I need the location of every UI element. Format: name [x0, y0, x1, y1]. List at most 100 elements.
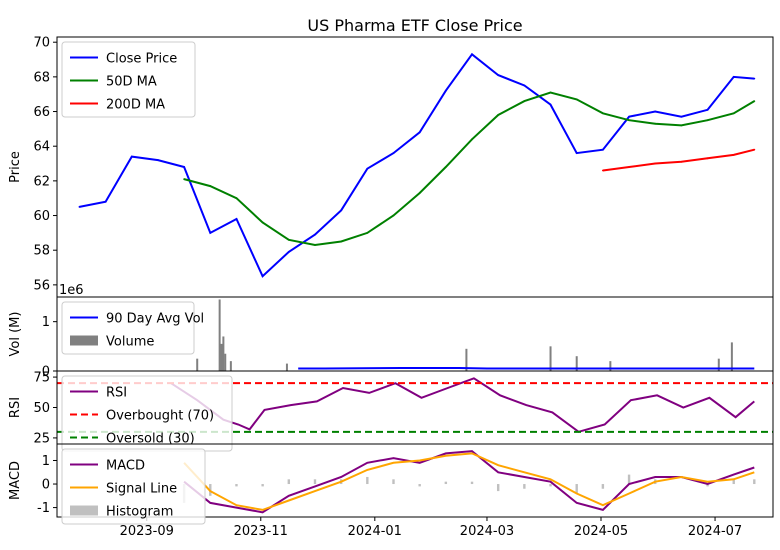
macd-legend-label: MACD: [106, 459, 145, 474]
volume-bar: [609, 361, 612, 371]
volume-ytick-label: 1: [42, 315, 50, 330]
price-series-0-point: [654, 110, 657, 113]
price-legend-label: 50D MA: [106, 75, 157, 90]
price-series-0-point: [104, 200, 107, 203]
macd-histogram-bar: [287, 479, 291, 485]
macd-histogram-bar: [732, 479, 735, 485]
macd-plot-area: [182, 450, 756, 514]
price-series-1-point: [209, 185, 212, 187]
price-panel: 56 58 60 62 64 66 68 70 Price Close Price 50D MA 20…: [8, 36, 774, 298]
price-series-0-point: [575, 152, 578, 155]
price-series-1-point: [753, 100, 756, 103]
price-series-0-point: [753, 77, 756, 80]
price-series-0-point: [601, 148, 604, 151]
price-series-0-point: [157, 159, 159, 161]
price-series-1-point: [287, 238, 290, 241]
macd-histogram-bar: [392, 479, 395, 485]
price-series-0-point: [78, 205, 81, 208]
volume-bar: [218, 299, 221, 371]
price-series-0-point: [549, 103, 552, 106]
x-tick-label: 2023-11: [234, 524, 288, 539]
x-tick-label: 2024-03: [460, 524, 514, 539]
macd-histogram-bar: [549, 484, 552, 487]
price-series-1-point: [497, 114, 500, 116]
price-ytick-label: 70: [33, 36, 50, 51]
macd-legend-label: Histogram: [106, 505, 173, 520]
macd-histogram-bar: [496, 484, 500, 492]
macd-histogram-bar: [313, 479, 317, 485]
macd-ytick-label: -1: [37, 501, 50, 516]
price-series-0-point: [130, 155, 133, 158]
macd-line: [183, 450, 755, 514]
volume-bar: [285, 363, 288, 371]
rsi-ytick-label: 25: [33, 431, 50, 446]
price-series-0-point: [392, 152, 395, 155]
volume-plot-area: [196, 299, 755, 371]
price-series-2-point: [654, 162, 657, 165]
price-series-0-point: [287, 251, 290, 253]
x-tick-label: 2023-09: [120, 524, 174, 539]
rsi-ylabel: RSI: [8, 397, 23, 418]
volume-legend-label: Volume: [106, 335, 154, 350]
signal-line: [183, 452, 755, 511]
macd-panel: -1 0 1 MACD 2023-09 2023-11 2024-01 2024-03 2024…: [8, 443, 774, 539]
price-series-0-point: [444, 89, 447, 92]
x-tick-label: 2024-05: [574, 524, 628, 539]
price-legend-label: Close Price: [106, 52, 177, 67]
volume-ylabel: Vol (M): [8, 312, 23, 357]
macd-histogram-bar: [523, 484, 526, 489]
volume-bar: [196, 358, 199, 371]
price-series-1-point: [654, 122, 657, 125]
price-series-0-point: [261, 275, 264, 278]
price-series-2-line: [602, 148, 755, 172]
price-ytick-label: 62: [33, 174, 50, 189]
price-series-1-point: [183, 178, 186, 181]
rsi-plot-area: [57, 377, 773, 433]
price-series-0-point: [340, 209, 343, 212]
macd-legend-box: [61, 448, 206, 525]
rsi-line: [170, 377, 755, 433]
price-series-0-point: [471, 53, 473, 56]
price-series-0-point: [366, 167, 369, 170]
rsi-legend-label: Overbought (70): [106, 409, 214, 424]
rsi-panel: 25 50 75 RSI RSI Overbought (70) Oversold (30): [8, 370, 774, 452]
price-series-0-point: [497, 74, 500, 77]
price-series-2-point: [680, 160, 683, 163]
macd-histogram-bar: [235, 484, 238, 487]
price-series-2-point: [706, 157, 709, 160]
volume-scale-label: 1e6: [59, 283, 84, 298]
avg-volume-line: [298, 367, 755, 370]
macd-legend-swatch: [70, 505, 98, 516]
macd-histogram-bar: [706, 484, 709, 487]
price-series-0-point: [235, 218, 238, 220]
macd-histogram-bar: [470, 481, 474, 485]
rsi-ytick-label: 50: [33, 401, 50, 416]
price-series-0-point: [732, 75, 735, 78]
price-series-1-point: [444, 166, 447, 168]
chart-title: US Pharma ETF Close Price: [307, 16, 522, 35]
price-series-2-point: [732, 153, 735, 156]
volume-bar: [549, 346, 552, 371]
price-ytick-label: 64: [33, 140, 50, 155]
price-legend-label: 200D MA: [106, 98, 165, 113]
volume-legend-swatch: [70, 335, 98, 346]
macd-histogram-bar: [261, 484, 264, 487]
price-ytick-label: 58: [33, 244, 50, 259]
price-series-0-point: [628, 115, 630, 118]
price-series-2-point: [628, 166, 630, 168]
volume-bar: [717, 358, 720, 371]
price-series-1-point: [628, 119, 630, 122]
macd-histogram-bar: [418, 484, 421, 487]
price-ytick-label: 68: [33, 70, 50, 85]
price-series-1-point: [392, 214, 395, 217]
volume-bar: [229, 361, 232, 371]
price-ytick-label: 60: [33, 209, 50, 224]
volume-bar: [224, 353, 227, 371]
price-series-1-point: [680, 124, 683, 127]
price-series-1-point: [340, 240, 343, 243]
price-series-1-point: [235, 197, 238, 200]
macd-histogram-bar: [366, 476, 369, 485]
price-series-1-point: [366, 231, 369, 234]
volume-bar: [465, 348, 468, 371]
